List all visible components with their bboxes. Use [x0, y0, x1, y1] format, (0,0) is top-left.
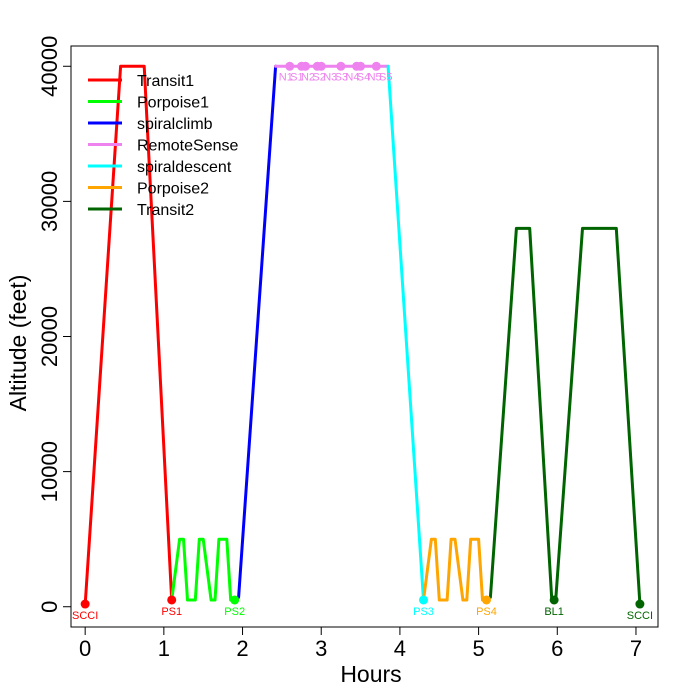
waypoint-marker [167, 595, 177, 605]
series-line-transit1 [83, 64, 174, 606]
waypoint-label: PS1 [161, 606, 182, 618]
remote-sense-label: N3 [323, 71, 337, 83]
x-axis: 0 1 2 3 4 5 6 7 [79, 626, 642, 661]
waypoint-marker [549, 595, 559, 605]
legend-label: Transit2 [137, 202, 194, 219]
waypoint-marker [419, 595, 429, 605]
remote-sense-point [285, 61, 295, 71]
remote-sense-point [336, 61, 346, 71]
remote-sense-point [356, 61, 366, 71]
legend-label: Porpoise2 [137, 181, 209, 198]
remote-sense-label: N2 [301, 71, 315, 83]
waypoint-marker [635, 599, 645, 609]
waypoint-label: SCCI [72, 610, 98, 622]
remote-sense-label: S2 [312, 71, 325, 83]
x-tick-label: 5 [472, 636, 484, 661]
waypoint-label: BL1 [544, 606, 564, 618]
remote-sense-label: N4 [345, 71, 359, 83]
remote-sense-point [371, 61, 381, 71]
x-tick-label: 7 [630, 636, 642, 661]
remote-sense-point [300, 61, 310, 71]
x-tick-label: 6 [551, 636, 563, 661]
waypoint-label: PS2 [224, 606, 245, 618]
y-tick-label: 20000 [37, 306, 62, 367]
series-line-porpoise1 [170, 537, 237, 602]
series-line-spiralclimb [237, 64, 278, 599]
legend: Transit1 Porpoise1 spiralclimb RemoteSense s… [88, 73, 238, 219]
legend-label: spiraldescent [137, 159, 232, 176]
legend-label: Transit1 [137, 73, 194, 90]
waypoint-label: SCCI [627, 610, 653, 622]
legend-label: spiralclimb [137, 116, 213, 133]
legend-label: Porpoise1 [137, 95, 209, 112]
x-tick-label: 3 [315, 636, 327, 661]
waypoint-marker [230, 595, 240, 605]
x-tick-label: 0 [79, 636, 91, 661]
x-tick-label: 2 [236, 636, 248, 661]
y-tick-label: 0 [37, 601, 62, 613]
series-line-spiraldescent [386, 64, 425, 602]
x-tick-label: 4 [394, 636, 406, 661]
y-tick-label: 30000 [37, 171, 62, 232]
series-line-porpoise2 [422, 537, 488, 602]
waypoint-label: PS3 [413, 606, 434, 618]
remote-sense-label: S3 [335, 71, 348, 83]
remote-sense-label: S5 [379, 71, 392, 83]
waypoint-markers: SCCI PS1 PS2 PS3 PS4 BL1 SCCI [72, 595, 653, 622]
legend-label: RemoteSense [137, 138, 238, 155]
remote-sense-label: S1 [290, 71, 303, 83]
waypoint-marker [481, 595, 491, 605]
remote-sense-point [316, 61, 326, 71]
x-axis-title: Hours [340, 661, 401, 687]
waypoint-label: PS4 [476, 606, 497, 618]
waypoint-marker [80, 599, 90, 609]
x-tick-label: 1 [158, 636, 170, 661]
y-axis-title: Altitude (feet) [5, 275, 31, 412]
remote-sense-label: S4 [357, 71, 370, 83]
y-tick-label: 40000 [37, 36, 62, 97]
series-line-transit2 [488, 226, 642, 606]
remote-sense-label: N1 [279, 71, 293, 83]
y-tick-label: 10000 [37, 441, 62, 502]
remote-sense-label: N5 [368, 71, 382, 83]
y-axis: 0 10000 20000 30000 40000 [37, 36, 72, 613]
